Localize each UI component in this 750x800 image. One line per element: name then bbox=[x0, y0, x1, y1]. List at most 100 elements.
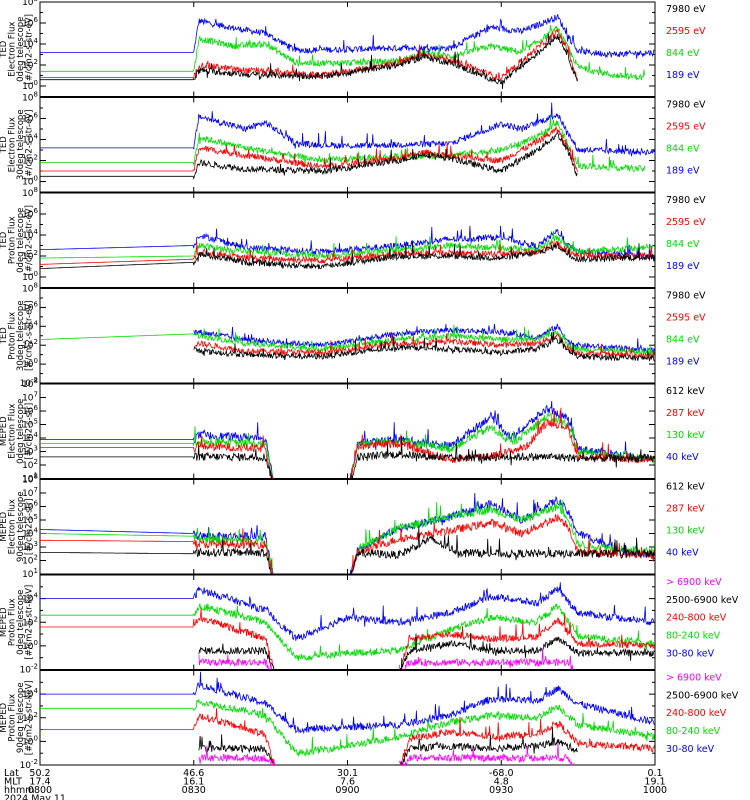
footer-value: 0930 bbox=[489, 785, 513, 796]
legend-entry: 189 eV bbox=[666, 70, 700, 81]
y-tick-label: 100 bbox=[22, 175, 38, 188]
y-tick-label: 10-2 bbox=[20, 758, 38, 771]
series-line bbox=[40, 525, 655, 574]
footer-value: 7.6 bbox=[340, 777, 355, 788]
footer-value: 0800 bbox=[28, 785, 52, 796]
series-line bbox=[40, 25, 645, 81]
legend-entry: 40 keV bbox=[666, 547, 699, 558]
legend-entry: 80-240 keV bbox=[666, 726, 721, 737]
legend-entry: > 6900 keV bbox=[666, 577, 722, 588]
y-tick-label: 103 bbox=[22, 540, 38, 553]
y-tick-label: 104 bbox=[22, 228, 38, 241]
y-tick-label: 108 bbox=[22, 0, 38, 8]
legend-entry: 2595 eV bbox=[666, 26, 706, 37]
footer-value: -68.0 bbox=[489, 768, 514, 779]
panel-frame bbox=[39, 574, 656, 670]
panel-frame bbox=[39, 1, 656, 97]
y-tick-label: 101 bbox=[22, 472, 38, 485]
y-tick-label: 10-2 bbox=[20, 376, 38, 389]
y-tick-label: 104 bbox=[22, 133, 38, 146]
legend-entry: 844 eV bbox=[666, 334, 700, 345]
panel-frame bbox=[39, 479, 656, 575]
panel-1: 100 102 104 106 108 TEDElectron Flux0deg tele… bbox=[0, 0, 706, 97]
y-tick-label: 101 bbox=[22, 567, 38, 580]
series-line bbox=[40, 241, 655, 270]
y-tick-label: 102 bbox=[22, 249, 38, 262]
legend-entry: > 6900 keV bbox=[666, 673, 722, 684]
y-tick-label: 106 bbox=[22, 16, 38, 29]
y-tick-label: 100 bbox=[22, 79, 38, 92]
y-tick-label: 104 bbox=[22, 431, 38, 444]
legend-entry: 189 eV bbox=[666, 261, 700, 272]
series-line bbox=[40, 102, 655, 157]
y-tick-label: 10-2 bbox=[20, 663, 38, 676]
legend-entry: 7980 eV bbox=[666, 291, 706, 302]
y-tick-label: 106 bbox=[22, 207, 38, 220]
y-tick-label: 104 bbox=[22, 37, 38, 50]
legend-entry: 7980 eV bbox=[666, 195, 706, 206]
y-axis-label: MEPEDElectron Flux0deg telescope[#/cm2-s… bbox=[0, 399, 35, 464]
legend-entry: 7980 eV bbox=[666, 4, 706, 15]
y-tick-label: 102 bbox=[22, 554, 38, 567]
series-line bbox=[40, 513, 655, 574]
footer-value: 16.1 bbox=[183, 777, 204, 788]
y-tick-label: 106 bbox=[22, 500, 38, 513]
y-tick-label: 106 bbox=[22, 112, 38, 125]
legend-entry: 240-800 keV bbox=[666, 613, 727, 624]
y-axis-label: TEDElectron Flux30deg telescope[#/cm2-s-… bbox=[0, 109, 35, 180]
y-tick-label: 102 bbox=[22, 615, 38, 628]
legend-entry: 844 eV bbox=[666, 48, 700, 59]
y-tick-label: 107 bbox=[22, 486, 38, 499]
y-tick-label: 100 bbox=[22, 357, 38, 370]
series-line bbox=[40, 14, 655, 59]
legend-entry: 287 keV bbox=[666, 503, 705, 514]
series-line bbox=[40, 699, 655, 757]
series-line bbox=[40, 671, 655, 735]
series-line bbox=[193, 323, 655, 354]
series-line bbox=[40, 436, 655, 479]
footer-value: 17.4 bbox=[29, 777, 50, 788]
y-tick-label: 106 bbox=[22, 404, 38, 417]
y-tick-label: 100 bbox=[22, 734, 38, 747]
y-tick-label: 105 bbox=[22, 418, 38, 431]
y-tick-label: 102 bbox=[22, 338, 38, 351]
footer-date: 2024 May 11 bbox=[4, 794, 66, 800]
y-tick-label: 102 bbox=[22, 154, 38, 167]
y-tick-label: 108 bbox=[22, 377, 38, 390]
footer-row-label: MLT bbox=[4, 777, 22, 788]
y-tick-label: 107 bbox=[22, 391, 38, 404]
series-line bbox=[193, 331, 655, 362]
series-line bbox=[40, 115, 645, 173]
panel-4: 10-2 100 102 104 106 108 TEDProton Flux30deg t… bbox=[0, 282, 706, 390]
y-tick-label: 104 bbox=[22, 319, 38, 332]
legend-entry: 612 keV bbox=[666, 482, 705, 493]
series-line bbox=[40, 411, 655, 479]
y-tick-label: 108 bbox=[22, 473, 38, 486]
legend-entry: 189 eV bbox=[666, 165, 700, 176]
y-tick-label: 102 bbox=[22, 458, 38, 471]
y-axis-label: MEPEDElectron Flux90deg telescope[#/cm2-… bbox=[0, 491, 35, 562]
footer-value: 0830 bbox=[182, 785, 206, 796]
legend-entry: 80-240 keV bbox=[666, 630, 721, 641]
series-line bbox=[40, 400, 655, 479]
y-tick-label: 104 bbox=[22, 687, 38, 700]
footer-value: 30.1 bbox=[337, 768, 358, 779]
legend-entry: 612 keV bbox=[666, 386, 705, 397]
series-line bbox=[40, 499, 655, 574]
legend-entry: 2500-6900 keV bbox=[666, 595, 739, 606]
legend-entry: 30-80 keV bbox=[666, 744, 715, 755]
y-axis-label: MEPEDProton Flux0deg telescope[#/cm2-s-s… bbox=[0, 585, 35, 660]
legend-entry: 844 eV bbox=[666, 143, 700, 154]
series-line bbox=[40, 125, 578, 172]
panel-frame bbox=[39, 670, 656, 766]
legend-entry: 2595 eV bbox=[666, 121, 706, 132]
legend-entry: 287 keV bbox=[666, 408, 705, 419]
footer-value: 4.8 bbox=[494, 777, 509, 788]
y-axis-label: TEDProton Flux30deg telescope[#/cm2-s-st… bbox=[0, 300, 35, 371]
legend-entry: 189 eV bbox=[666, 356, 700, 367]
y-tick-label: 105 bbox=[22, 513, 38, 526]
